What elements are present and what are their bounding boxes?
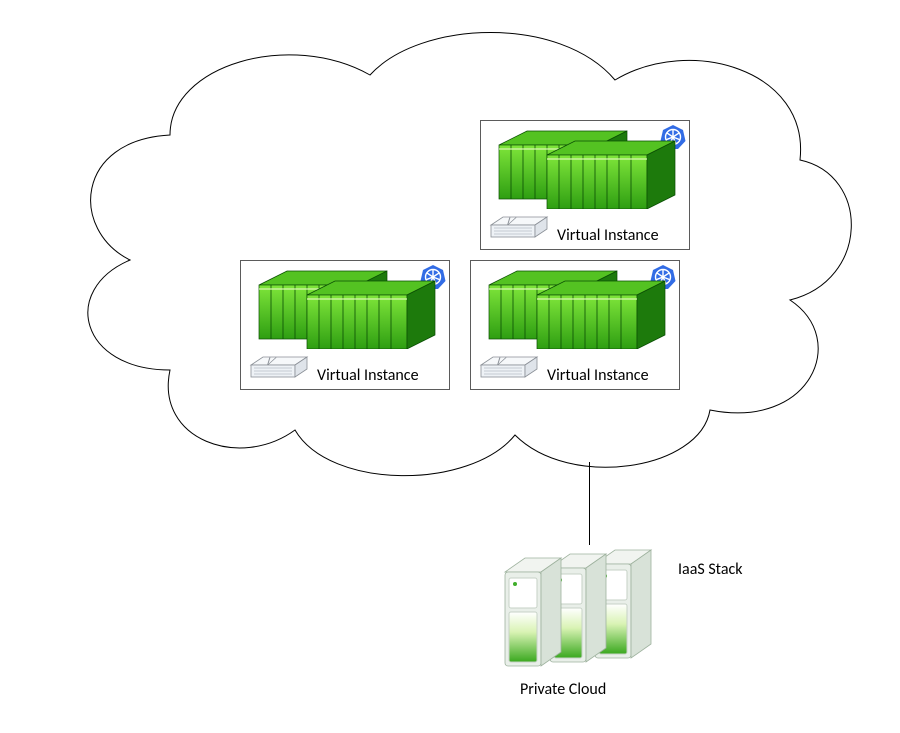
shipping-containers-icon — [489, 129, 681, 209]
virtual-instance-label: Virtual Instance — [317, 366, 419, 385]
virtual-instance-card: V Virtual Instance — [480, 120, 690, 250]
mini-server-icon: V — [489, 215, 549, 245]
connector-line — [589, 462, 590, 545]
shipping-containers-icon — [479, 269, 671, 349]
virtual-instance-card: V Virtual Instance — [240, 260, 450, 390]
cloud-outline — [40, 10, 860, 490]
shipping-containers-icon — [249, 269, 441, 349]
virtual-instance-label: Virtual Instance — [557, 226, 659, 245]
mini-server-icon: V — [249, 355, 309, 385]
virtual-instance-card: V Virtual Instance — [470, 260, 680, 390]
iaas-stack-label: IaaS Stack — [678, 560, 743, 579]
virtual-instance-label: Virtual Instance — [547, 366, 649, 385]
diagram-stage: V Virtual Instance — [0, 0, 900, 733]
server-rack-icon — [495, 540, 665, 670]
mini-server-icon: V — [479, 355, 539, 385]
private-cloud-label: Private Cloud — [520, 680, 606, 699]
